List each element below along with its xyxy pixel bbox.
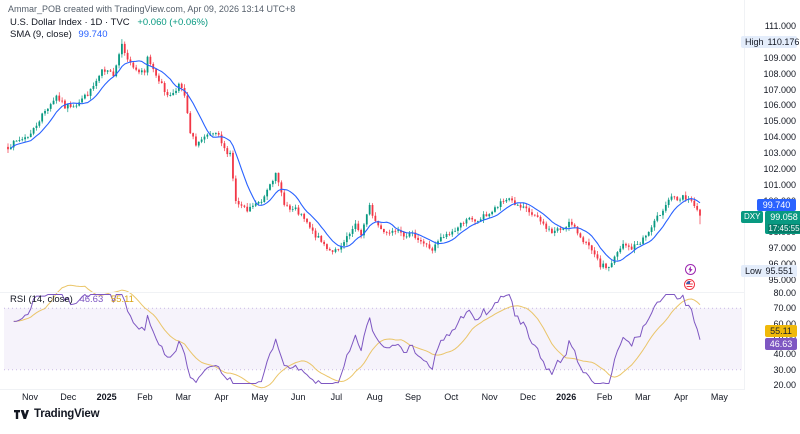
- price-axis-label: 97.000: [768, 243, 796, 254]
- high-label: High: [745, 37, 764, 47]
- rsi-axis-label: 30.00: [773, 364, 796, 375]
- low-label: Low: [745, 266, 762, 276]
- time-axis-month-label: May: [251, 392, 269, 402]
- sma-indicator-label: SMA (9, close): [10, 29, 72, 40]
- us-flag-event-icon[interactable]: [684, 279, 695, 290]
- last-price-badge: 99.058 17:45:55: [765, 211, 800, 234]
- lightning-bolt-icon: [688, 266, 693, 273]
- last-price-group: DXY 99.058 17:45:55: [741, 211, 800, 234]
- price-axis-label: 107.000: [763, 84, 796, 95]
- price-axis-label: 96.000: [746, 259, 796, 269]
- low-value: 95.551: [765, 266, 794, 276]
- time-axis-month-label: Aug: [366, 392, 383, 402]
- attribution-text: Ammar_POB created with TradingView.com, …: [8, 4, 296, 14]
- price-axis-label: 106.000: [763, 100, 796, 111]
- price-axis-label: 104.000: [763, 132, 796, 143]
- time-axis-month-label: Dec: [60, 392, 77, 402]
- time-axis-year-label: 2025: [96, 392, 117, 402]
- pane-divider[interactable]: [0, 292, 745, 293]
- high-price-badge: High 110.176: [741, 36, 800, 48]
- rsi-ma-value-badge: 55.11: [765, 325, 797, 337]
- time-axis-month-label: Apr: [214, 392, 229, 402]
- time-axis-month-label: Dec: [519, 392, 536, 402]
- high-value: 110.176: [767, 37, 800, 47]
- time-axis-month-label: Mar: [635, 392, 651, 402]
- price-axis-label: 105.000: [763, 116, 796, 127]
- time-axis-divider: [0, 389, 745, 390]
- time-axis-month-label: Oct: [444, 392, 459, 402]
- time-axis-month-label: Nov: [21, 392, 39, 402]
- sma-legend-row[interactable]: SMA (9, close) 99.740: [10, 29, 208, 41]
- rsi-indicator-label: RSI (14, close): [10, 294, 73, 305]
- price-axis-label: 108.000: [763, 68, 796, 79]
- time-axis-month-label: Feb: [596, 392, 613, 402]
- low-price-badge: Low 95.551: [741, 265, 797, 277]
- rsi-ma-indicator-value: 55.11: [110, 294, 134, 305]
- rsi-legend-row[interactable]: RSI (14, close) 46.63 55.11: [10, 294, 134, 306]
- sma-price-badge: 99.740: [757, 199, 796, 211]
- time-axis-month-label: Nov: [481, 392, 498, 402]
- time-axis-month-label: Mar: [175, 392, 191, 402]
- rsi-indicator-value: 46.63: [79, 294, 104, 305]
- symbol-legend-row[interactable]: U.S. Dollar Index · 1D · TVC +0.060 (+0.…: [10, 17, 208, 29]
- rsi-value-badge: 46.63: [765, 338, 797, 350]
- price-axis-label: 102.000: [763, 163, 796, 174]
- price-axis-label: 109.000: [763, 52, 796, 63]
- tradingview-logo[interactable]: TradingView: [14, 408, 100, 420]
- tradingview-logo-mark: [14, 409, 29, 419]
- time-axis-month-label: Feb: [137, 392, 153, 402]
- bar-countdown-timer: 17:45:55: [768, 224, 800, 233]
- price-change: +0.060 (+0.06%): [137, 17, 209, 28]
- us-flag-icon: [686, 281, 693, 288]
- time-axis-month-label: Jun: [290, 392, 306, 402]
- rsi-axis-label: 80.00: [773, 288, 796, 298]
- main-chart-legend[interactable]: U.S. Dollar Index · 1D · TVC +0.060 (+0.…: [10, 17, 208, 41]
- price-axis-divider: [744, 0, 745, 390]
- symbol-chip: DXY: [741, 211, 764, 223]
- rsi-axis-label: 20.00: [773, 380, 796, 390]
- rsi-axis-label: 40.00: [773, 349, 796, 360]
- economic-event-icon[interactable]: [685, 264, 696, 275]
- time-axis-month-label: Sep: [404, 392, 422, 402]
- rsi-axis-label: 60.00: [773, 318, 796, 329]
- tradingview-logo-text: TradingView: [34, 408, 100, 420]
- time-axis-month-label: Jul: [330, 392, 343, 402]
- symbol-title: U.S. Dollar Index · 1D · TVC: [10, 17, 130, 28]
- time-axis-year-label: 2026: [556, 392, 577, 402]
- time-axis-month-label: May: [710, 392, 728, 402]
- price-axis-label: 101.000: [763, 179, 796, 190]
- price-axis-label: 103.000: [763, 148, 796, 158]
- rsi-axis-label: 70.00: [773, 303, 796, 314]
- price-axis-label: 95.000: [768, 275, 796, 285]
- time-axis-month-label: Apr: [674, 392, 689, 402]
- sma-indicator-value: 99.740: [78, 29, 108, 40]
- last-price-value: 99.058: [770, 212, 798, 222]
- price-axis-label: 111.000: [764, 21, 796, 31]
